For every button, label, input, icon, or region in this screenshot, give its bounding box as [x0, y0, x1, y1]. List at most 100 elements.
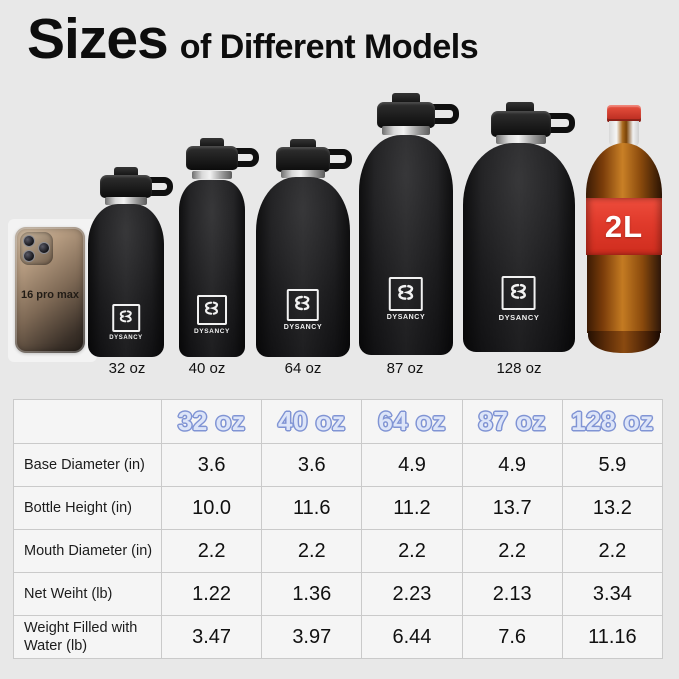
- bottle-cap-knob: [392, 93, 420, 104]
- column-header-40oz: 40 oz: [261, 399, 363, 444]
- cola-neck: [609, 121, 639, 147]
- table-cell: 7.6: [461, 615, 563, 659]
- page-title-rest: of Different Models: [179, 28, 479, 66]
- bottle-steel-neck: [192, 171, 232, 179]
- table-row: Weight Filled with Water (lb) 3.47 3.97 …: [13, 615, 664, 659]
- cola-label: 2L: [586, 198, 662, 255]
- table-cell: 13.7: [461, 486, 563, 530]
- phone-label: 16 pro max: [20, 289, 80, 301]
- phone-camera-module: [20, 232, 53, 265]
- brand-mark-icon: [111, 304, 140, 332]
- bottle-caption-32oz: 32 oz: [108, 360, 146, 377]
- brand-mark-icon: [502, 276, 536, 310]
- table-cell: 2.2: [561, 529, 664, 573]
- column-header-128oz: 128 oz: [561, 399, 664, 444]
- table-cell: 3.34: [561, 572, 664, 616]
- bottle-body: DYSANCY: [359, 135, 453, 355]
- cola-body: [587, 255, 661, 333]
- table-cell: 11.6: [261, 486, 363, 530]
- table-row: Mouth Diameter (in) 2.2 2.2 2.2 2.2 2.2: [13, 529, 664, 573]
- bottle-body: DYSANCY: [88, 204, 164, 357]
- table-cell: 4.9: [461, 443, 563, 487]
- cola-shoulder: [586, 143, 662, 203]
- table-cell: 3.97: [261, 615, 363, 659]
- bottle-caption-87oz: 87 oz: [386, 360, 424, 377]
- table-row: Base Diameter (in) 3.6 3.6 4.9 4.9 5.9: [13, 443, 664, 487]
- table-cell: 1.22: [160, 572, 263, 616]
- brand-logo: DYSANCY: [387, 277, 425, 321]
- bottle-steel-neck: [105, 197, 147, 205]
- cola-cap: [607, 105, 641, 122]
- brand-name: DYSANCY: [194, 328, 230, 335]
- table-row-label: Bottle Height (in): [13, 486, 162, 530]
- brand-name: DYSANCY: [283, 324, 323, 331]
- cola-base: [588, 331, 660, 353]
- column-header-87oz: 87 oz: [461, 399, 563, 444]
- column-header-64oz: 64 oz: [361, 399, 463, 444]
- size-spec-table: 32 oz 40 oz 64 oz 87 oz 128 oz Base Diam…: [13, 399, 664, 659]
- table-cell: 2.2: [361, 529, 463, 573]
- brand-name: DYSANCY: [498, 313, 540, 322]
- brand-mark-icon: [389, 277, 423, 311]
- bottle-cap: [100, 175, 152, 198]
- camera-lens-icon: [23, 235, 35, 247]
- bottle-cap: [186, 146, 238, 170]
- page-title-emphasis: Sizes: [27, 7, 169, 71]
- table-cell: 10.0: [160, 486, 263, 530]
- table-row-label: Base Diameter (in): [13, 443, 162, 487]
- table-cell: 6.44: [361, 615, 463, 659]
- bottle-cap: [491, 111, 551, 137]
- bottle-cap-knob: [290, 139, 316, 149]
- bottle-64oz: DYSANCY: [256, 139, 352, 357]
- table-cell: 2.2: [160, 529, 263, 573]
- bottle-body: DYSANCY: [463, 143, 575, 352]
- table-corner-cell: [13, 399, 162, 444]
- table-cell: 1.36: [261, 572, 363, 616]
- brand-logo: DYSANCY: [194, 295, 230, 335]
- bottle-87oz: DYSANCY: [358, 93, 459, 355]
- table-header-row: 32 oz 40 oz 64 oz 87 oz 128 oz: [13, 399, 664, 444]
- bottle-body: DYSANCY: [179, 180, 245, 357]
- table-cell: 2.2: [461, 529, 563, 573]
- table-cell: 3.6: [261, 443, 363, 487]
- table-cell: 11.2: [361, 486, 463, 530]
- table-row-label: Mouth Diameter (in): [13, 529, 162, 573]
- bottle-cap: [377, 102, 435, 128]
- page-title: Sizes of Different Models: [27, 6, 479, 72]
- bottle-caption-64oz: 64 oz: [284, 360, 322, 377]
- bottle-steel-neck: [281, 170, 325, 178]
- table-cell: 3.6: [160, 443, 263, 487]
- cola-size-label: 2L: [604, 208, 644, 244]
- table-row: Bottle Height (in) 10.0 11.6 11.2 13.7 1…: [13, 486, 664, 530]
- table-cell: 2.13: [461, 572, 563, 616]
- bottle-cap-knob: [114, 167, 138, 177]
- bottle-caption-128oz: 128 oz: [496, 360, 542, 377]
- table-cell: 3.47: [160, 615, 263, 659]
- bottle-steel-neck: [382, 126, 430, 135]
- bottle-40oz: DYSANCY: [172, 138, 259, 357]
- table-cell: 11.16: [561, 615, 664, 659]
- brand-logo: DYSANCY: [499, 276, 540, 322]
- table-row: Net Weiht (lb) 1.22 1.36 2.23 2.13 3.34: [13, 572, 664, 616]
- camera-lens-icon: [38, 242, 50, 254]
- brand-logo: DYSANCY: [284, 289, 322, 331]
- cola-2l-bottle: 2L: [586, 105, 662, 353]
- bottle-caption-40oz: 40 oz: [188, 360, 226, 377]
- brand-name: DYSANCY: [386, 314, 426, 321]
- bottle-cap-knob: [506, 102, 534, 113]
- brand-mark-icon: [196, 295, 227, 325]
- table-cell: 4.9: [361, 443, 463, 487]
- brand-logo: DYSANCY: [109, 304, 143, 341]
- table-row-label: Net Weiht (lb): [13, 572, 162, 616]
- table-cell: 5.9: [561, 443, 664, 487]
- table-cell: 2.2: [261, 529, 363, 573]
- column-header-32oz: 32 oz: [160, 399, 263, 444]
- bottle-steel-neck: [496, 135, 546, 144]
- bottle-cap: [276, 147, 330, 172]
- table-cell: 13.2: [561, 486, 664, 530]
- bottle-body: DYSANCY: [256, 177, 350, 357]
- brand-name: DYSANCY: [109, 335, 143, 341]
- brand-mark-icon: [287, 289, 319, 321]
- bottle-cap-knob: [200, 138, 224, 148]
- camera-lens-icon: [23, 250, 35, 262]
